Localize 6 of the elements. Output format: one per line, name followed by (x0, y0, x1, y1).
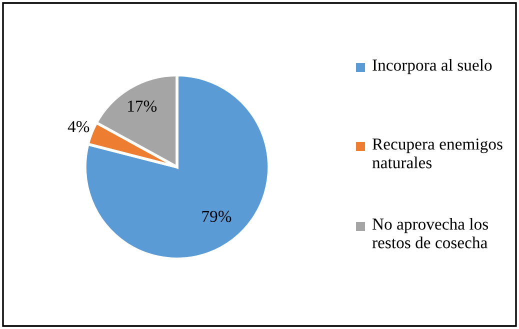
data-label: 4% (68, 120, 90, 132)
legend-label: No aprovecha los restos de cosecha (372, 218, 488, 248)
legend-label: Incorpora al suelo (372, 59, 492, 74)
data-label: 17% (128, 100, 157, 112)
legend-label: Recupera enemigos naturales (372, 138, 502, 168)
data-label: 79% (202, 210, 232, 222)
